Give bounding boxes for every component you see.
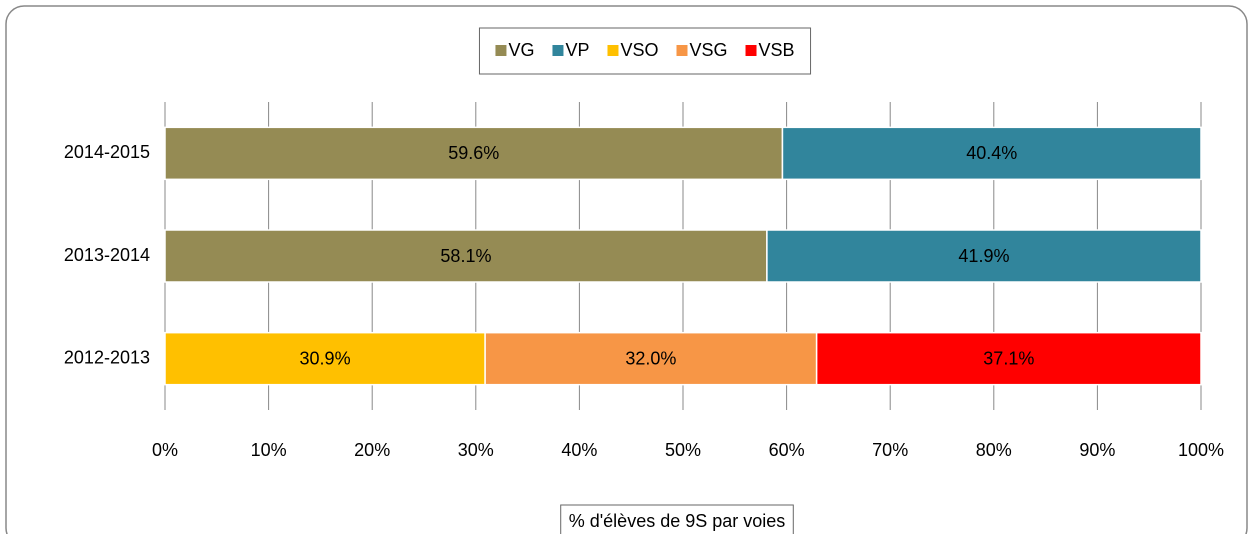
x-tick-label: 70% (872, 440, 908, 460)
data-label: 32.0% (625, 348, 676, 368)
x-tick-label: 20% (354, 440, 390, 460)
bar-segment (164, 331, 486, 386)
x-axis-title: % d'élèves de 9S par voies (569, 511, 786, 531)
legend-swatch (745, 45, 757, 56)
data-label: 59.6% (448, 143, 499, 163)
x-tick-label: 90% (1079, 440, 1115, 460)
data-label: 30.9% (300, 348, 351, 368)
bar-segment (164, 229, 768, 283)
legend-label: VP (565, 40, 589, 60)
axis-title-box (560, 504, 794, 534)
x-tick-label: 100% (1178, 440, 1224, 460)
x-tick-label: 30% (458, 440, 494, 460)
legend-label: VSO (620, 40, 658, 60)
x-tick-label: 80% (976, 440, 1012, 460)
bar-segment (781, 126, 1202, 181)
x-tick-label: 50% (665, 440, 701, 460)
legend-label: VG (508, 40, 534, 60)
x-tick-label: 10% (251, 440, 287, 460)
y-tick-label: 2012-2013 (64, 347, 150, 367)
bar-segment (815, 331, 1202, 386)
legend-label: VSB (759, 40, 795, 60)
x-tick-label: 40% (561, 440, 597, 460)
data-label: 58.1% (440, 246, 491, 266)
legend-swatch (495, 45, 507, 56)
x-tick-label: 60% (769, 440, 805, 460)
data-label: 37.1% (983, 348, 1034, 368)
y-tick-label: 2013-2014 (64, 245, 150, 265)
legend-label: VSG (690, 40, 728, 60)
bar-segment (766, 229, 1202, 283)
data-label: 41.9% (958, 246, 1009, 266)
x-tick-label: 0% (152, 440, 178, 460)
legend-swatch (552, 45, 564, 56)
legend-swatch (607, 45, 619, 56)
data-label: 40.4% (966, 143, 1017, 163)
legend-swatch (676, 45, 688, 56)
y-tick-label: 2014-2015 (64, 142, 150, 162)
bar-segment (484, 331, 818, 386)
